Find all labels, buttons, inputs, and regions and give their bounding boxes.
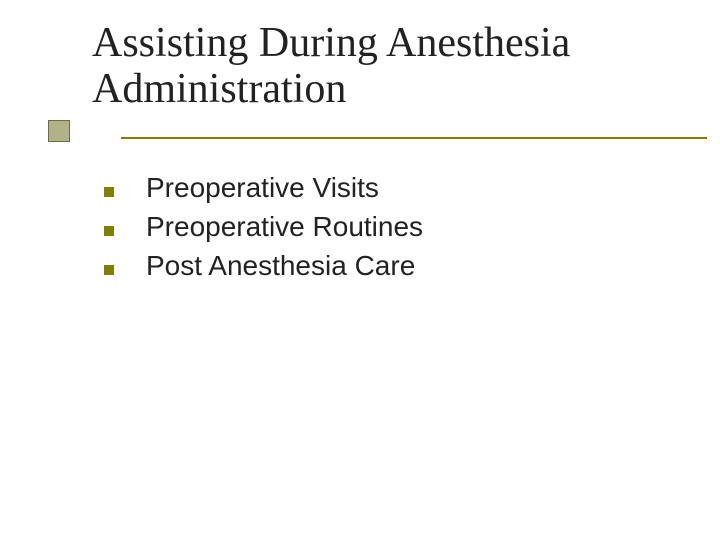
square-icon <box>48 120 70 142</box>
list-item: Preoperative Routines <box>104 209 660 244</box>
list-item-text: Preoperative Visits <box>146 170 379 205</box>
title-accent-square <box>48 120 70 142</box>
square-fill <box>49 121 70 142</box>
bullet-square-icon <box>104 184 114 194</box>
title-block: Assisting During Anesthesia Administrati… <box>48 20 680 112</box>
list-item-text: Post Anesthesia Care <box>146 248 415 283</box>
title-underline <box>121 137 707 139</box>
bullet-square-icon <box>104 262 114 272</box>
list-item: Post Anesthesia Care <box>104 248 660 283</box>
body-block: Preoperative Visits Preoperative Routine… <box>104 170 660 287</box>
slide: Assisting During Anesthesia Administrati… <box>0 0 720 540</box>
bullet-square-icon <box>104 223 114 233</box>
list-item-text: Preoperative Routines <box>146 209 423 244</box>
bullet-list: Preoperative Visits Preoperative Routine… <box>104 170 660 283</box>
list-item: Preoperative Visits <box>104 170 660 205</box>
slide-title: Assisting During Anesthesia Administrati… <box>92 20 680 112</box>
